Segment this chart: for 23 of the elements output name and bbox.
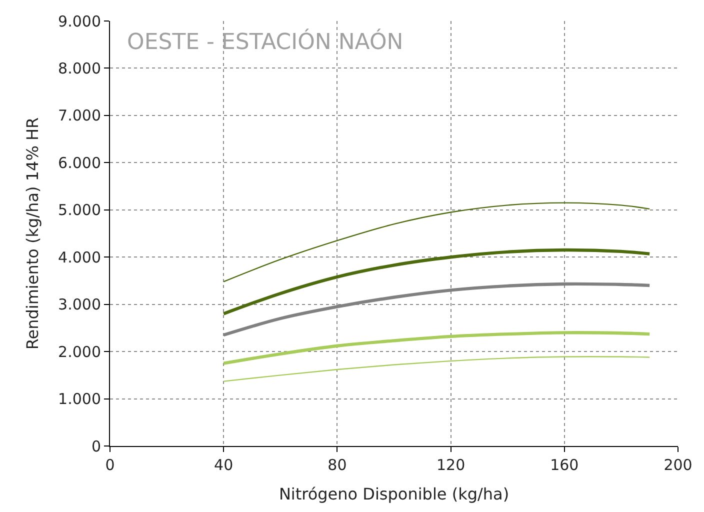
y-tick-label: 4.000 <box>58 248 101 266</box>
y-tick-label: 5.000 <box>58 201 101 220</box>
chart-title: OESTE - ESTACIÓN NAÓN <box>127 28 404 56</box>
y-tick-label: 6.000 <box>58 154 101 172</box>
y-tick-label: 1.000 <box>58 390 101 408</box>
y-tick-label: 8.000 <box>58 59 101 78</box>
line-series <box>222 331 652 365</box>
x-tick-label: 120 <box>436 456 466 474</box>
x-tick-label: 40 <box>214 456 234 474</box>
y-tick-label: 0 <box>91 437 101 456</box>
line-series <box>223 356 650 382</box>
x-tick-label: 200 <box>664 456 692 474</box>
x-tick-label: 0 <box>105 456 115 474</box>
y-axis-title: Rendimiento (kg/ha) 14% HR <box>22 117 42 350</box>
y-tick-label: 3.000 <box>58 296 101 314</box>
x-tick-label: 80 <box>328 456 347 474</box>
line-series <box>223 202 650 282</box>
line-series <box>222 248 652 316</box>
y-tick-label: 2.000 <box>58 342 101 361</box>
y-tick-label: 9.000 <box>58 12 101 30</box>
x-axis-title: Nitrógeno Disponible (kg/ha) <box>278 484 510 504</box>
x-tick-label: 160 <box>550 456 579 474</box>
y-tick-label: 7.000 <box>58 106 101 125</box>
